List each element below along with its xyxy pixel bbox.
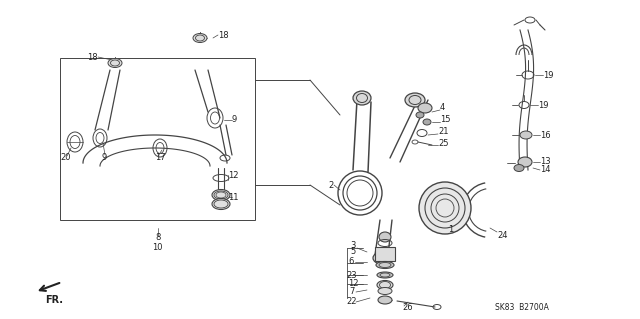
Text: 18: 18 [87,53,98,62]
Text: 15: 15 [440,115,451,124]
Ellipse shape [377,272,393,278]
Text: 9: 9 [102,152,108,161]
Text: 3: 3 [350,241,355,249]
Ellipse shape [379,232,391,242]
Ellipse shape [193,33,207,42]
Text: 6: 6 [348,257,353,266]
Ellipse shape [378,287,392,294]
Text: 12: 12 [348,279,358,288]
Text: 1: 1 [448,226,453,234]
Text: SK83  B2700A: SK83 B2700A [495,302,549,311]
Ellipse shape [520,131,532,139]
Text: 23: 23 [346,271,356,279]
Ellipse shape [405,93,425,107]
Text: 25: 25 [438,138,449,147]
Text: 22: 22 [346,298,356,307]
Ellipse shape [514,165,524,172]
Bar [60,58,255,220]
Text: 24: 24 [497,231,508,240]
Ellipse shape [378,296,392,304]
Text: 19: 19 [538,100,548,109]
Text: 13: 13 [540,158,550,167]
Ellipse shape [376,262,394,269]
Ellipse shape [423,119,431,125]
Text: 21: 21 [438,128,449,137]
Text: 10: 10 [152,243,163,253]
Ellipse shape [353,91,371,105]
Text: 16: 16 [540,130,550,139]
Text: 9: 9 [232,115,237,124]
Text: 12: 12 [228,170,239,180]
Text: 17: 17 [155,153,166,162]
Text: 7: 7 [349,287,355,296]
Ellipse shape [418,103,432,113]
Ellipse shape [419,182,471,234]
Ellipse shape [212,198,230,210]
Text: 11: 11 [228,192,239,202]
Text: 8: 8 [155,234,161,242]
Ellipse shape [212,189,230,201]
Text: 2: 2 [328,181,333,189]
Ellipse shape [377,280,393,290]
Text: 4: 4 [440,103,445,113]
Text: 20: 20 [60,153,70,162]
Text: 18: 18 [218,31,228,40]
Ellipse shape [416,112,424,118]
Ellipse shape [518,157,532,167]
Text: FR.: FR. [45,295,63,305]
Bar [375,247,395,261]
Ellipse shape [373,252,391,264]
Text: 19: 19 [543,70,554,79]
Text: 26: 26 [402,303,413,313]
Ellipse shape [108,58,122,68]
Text: 5: 5 [350,248,355,256]
Text: 14: 14 [540,166,550,174]
